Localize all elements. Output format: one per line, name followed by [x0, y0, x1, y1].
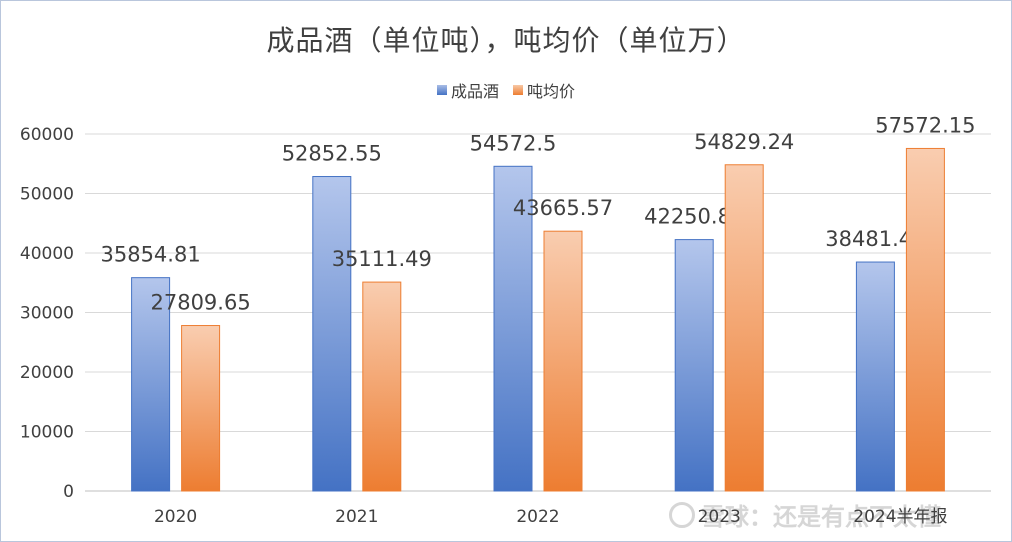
y-tick-label: 40000: [20, 244, 74, 264]
legend-label-series-1: 成品酒: [450, 82, 499, 101]
y-tick-label: 30000: [20, 304, 74, 324]
y-tick-label: 10000: [20, 423, 74, 443]
legend-swatch-series-1: [436, 85, 447, 95]
bar-series-1: [855, 261, 895, 492]
data-label-series-2: 27809.65: [150, 291, 250, 315]
watermark: 雪球：还是有点不太懂: [669, 497, 941, 532]
x-tick-label: 2023: [698, 507, 741, 527]
x-tick-label: 2020: [154, 507, 197, 527]
legend-item-series-1: 成品酒: [436, 78, 499, 102]
y-tick-label: 50000: [20, 185, 74, 205]
bar-series-2: [362, 281, 402, 492]
x-tick-label: 2022: [516, 507, 559, 527]
bar-series-2: [724, 164, 764, 492]
bar-series-2: [543, 230, 583, 492]
legend-swatch-series-2: [513, 85, 523, 95]
watermark-text: 雪球：还是有点不太懂: [701, 503, 941, 531]
data-label-series-1: 52852.55: [282, 142, 382, 166]
bar-series-1: [674, 239, 714, 492]
data-label-series-2: 57572.15: [875, 113, 975, 137]
legend-item-series-2: 吨均价: [513, 78, 575, 102]
snowball-logo-icon: [669, 501, 695, 528]
data-label-series-2: 35111.49: [332, 247, 432, 271]
data-label-series-2: 43665.57: [513, 196, 613, 220]
y-tick-label: 20000: [20, 363, 74, 383]
y-tick-label: 60000: [20, 125, 74, 145]
data-label-series-1: 54572.5: [470, 131, 557, 155]
x-tick-label: 2024半年报: [853, 507, 947, 527]
bar-series-1: [312, 176, 352, 492]
chart-legend: 成品酒 吨均价: [1, 78, 1011, 102]
x-tick-label: 2021: [335, 507, 378, 527]
data-label-series-1: 35854.81: [100, 243, 200, 267]
bar-series-2: [905, 147, 945, 492]
bar-series-1: [131, 277, 171, 492]
data-label-series-2: 54829.24: [694, 130, 794, 154]
legend-label-series-2: 吨均价: [527, 82, 576, 101]
y-tick-label: 0: [63, 482, 74, 502]
chart-title: 成品酒（单位吨），吨均价（单位万）: [266, 24, 746, 57]
bar-series-1: [493, 165, 533, 492]
bar-series-2: [181, 325, 221, 492]
